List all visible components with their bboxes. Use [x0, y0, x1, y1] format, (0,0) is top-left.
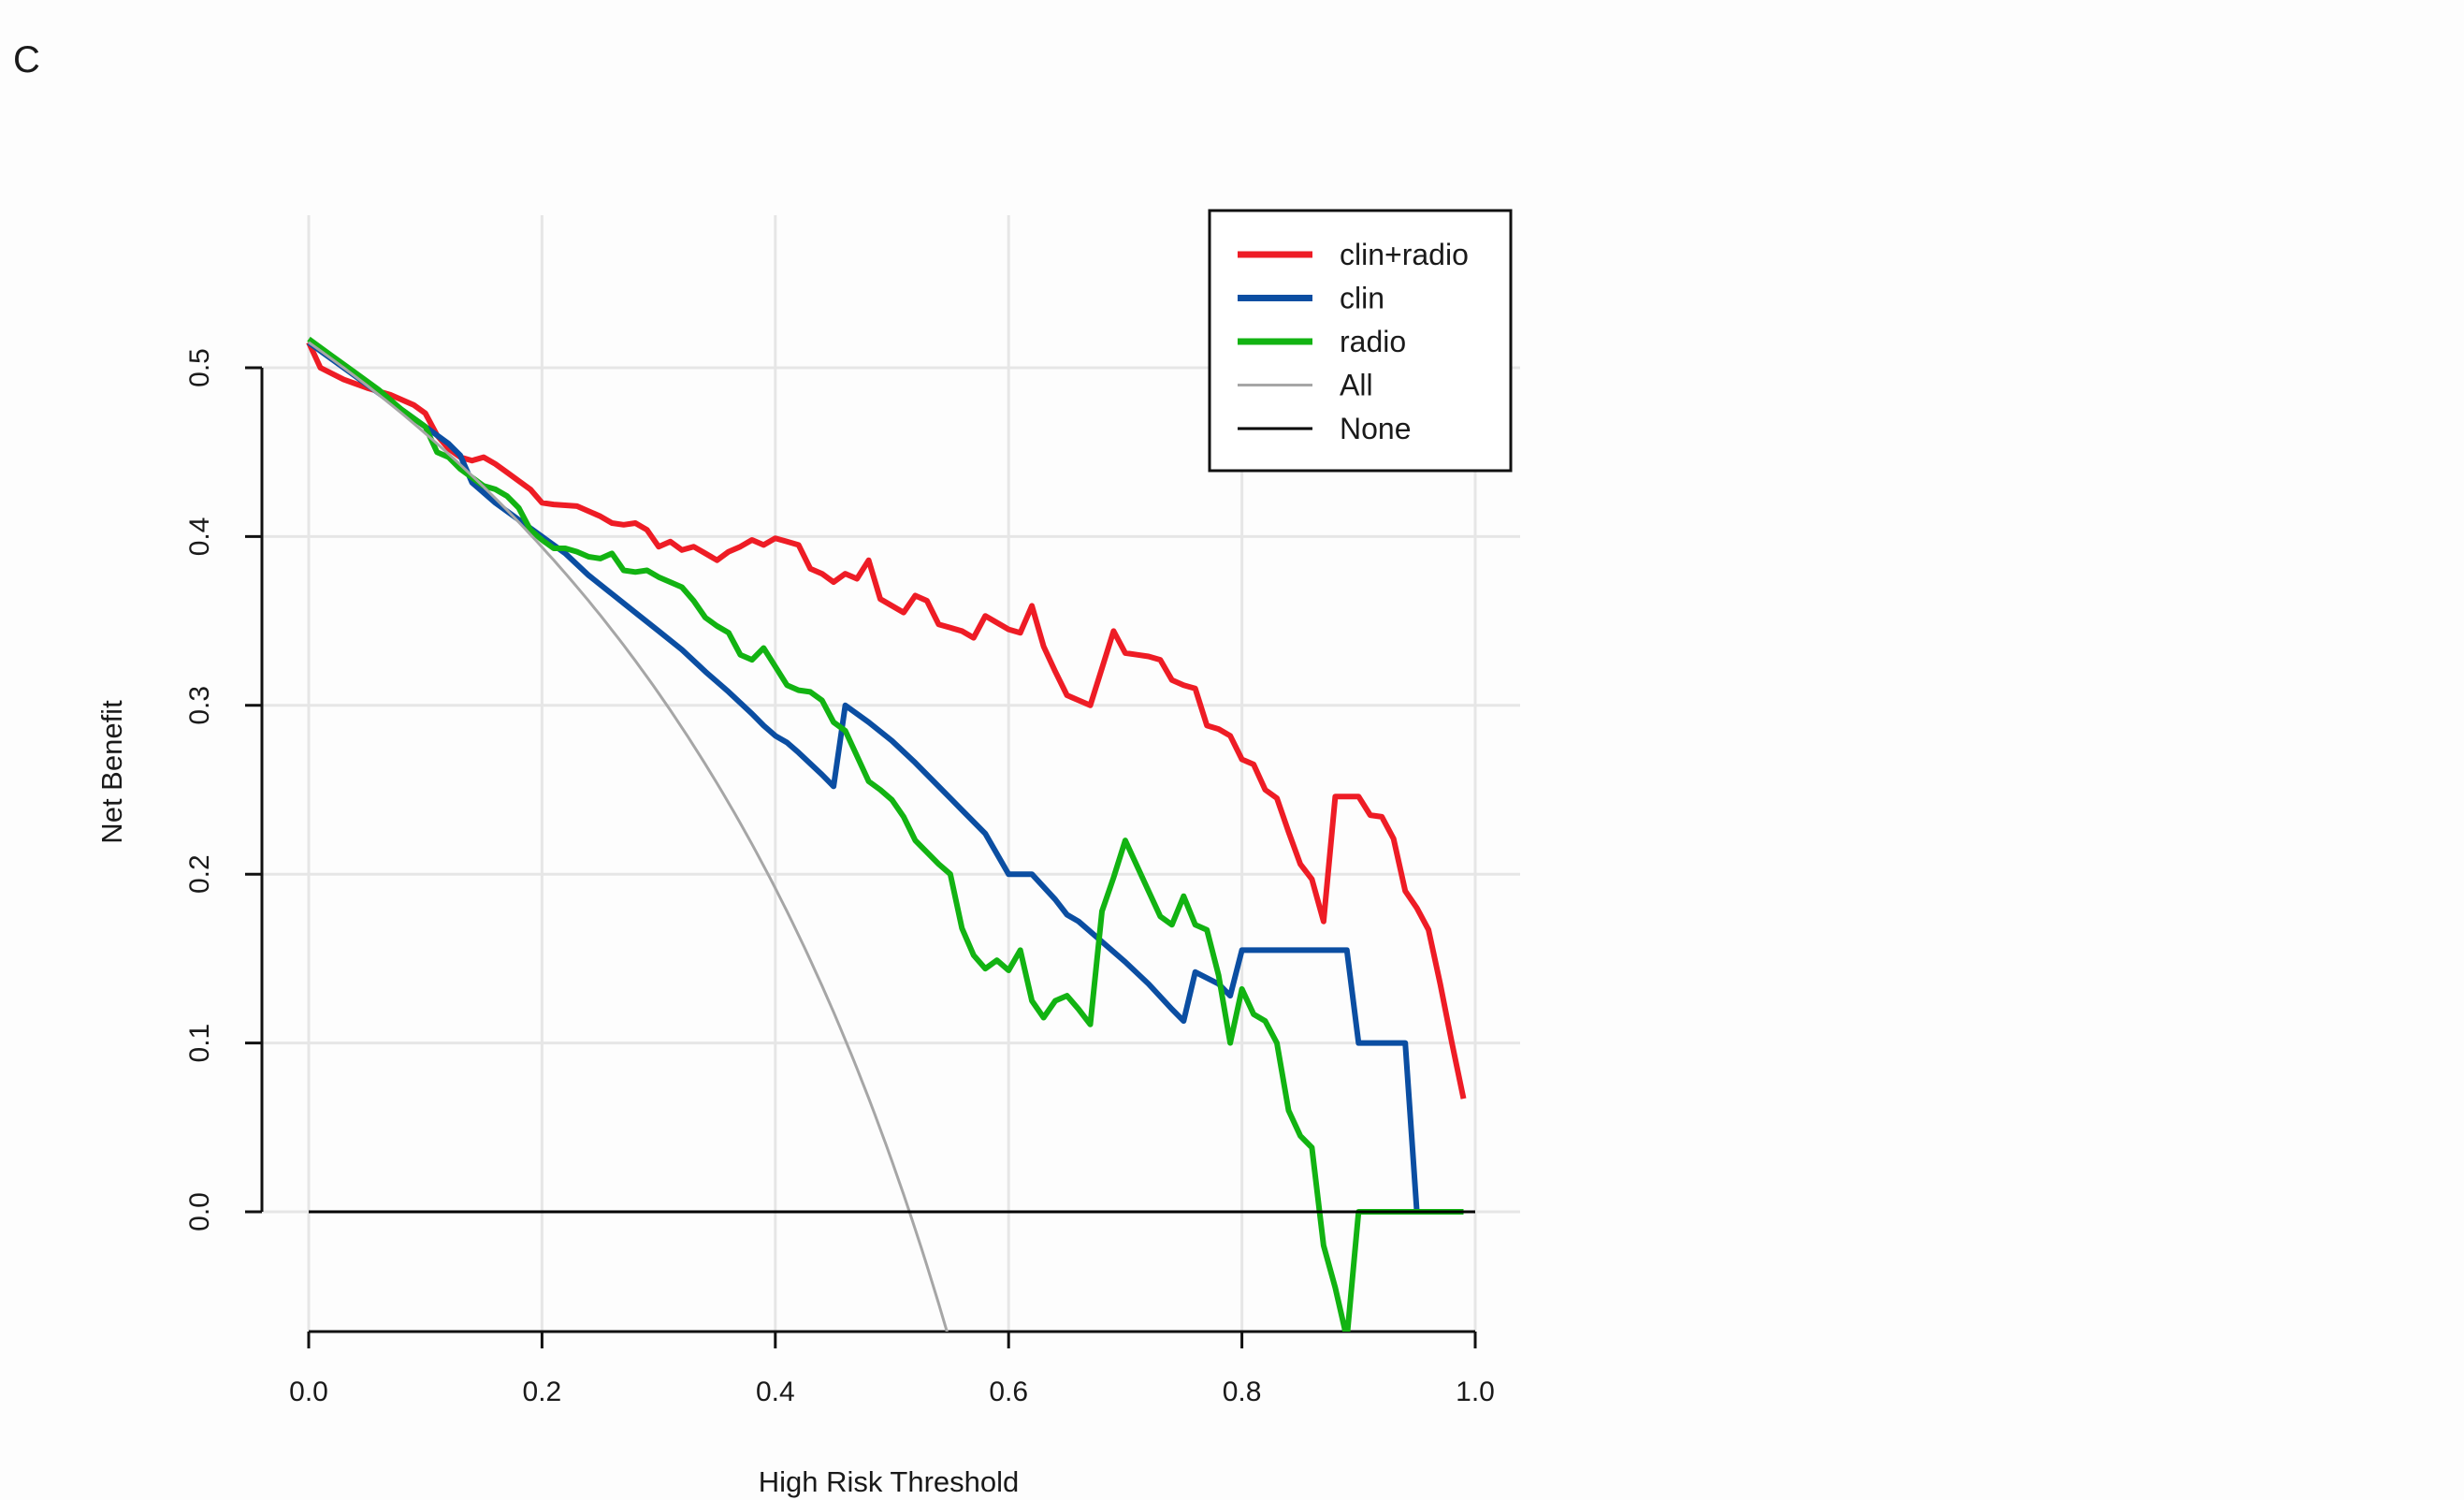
x-tick-label: 0.4 [756, 1376, 795, 1407]
legend-label-all: All [1340, 369, 1373, 402]
x-tick-label: 0.0 [289, 1376, 328, 1407]
x-tick-label: 1.0 [1456, 1376, 1495, 1407]
x-axis-label: High Risk Threshold [759, 1465, 1020, 1498]
grid [260, 215, 1520, 1332]
series-lines [306, 336, 1475, 1332]
legend-label-none: None [1340, 412, 1412, 445]
panel-label: C [13, 39, 40, 80]
series-line-clin-radio [306, 341, 1467, 1100]
y-tick-label: 0.2 [184, 854, 215, 894]
y-tick-label: 0.4 [184, 517, 215, 557]
legend-label-clin-radio: clin+radio [1340, 238, 1469, 271]
series-line-radio [307, 336, 1464, 1332]
legend-label-radio: radio [1340, 325, 1406, 358]
y-tick-label: 0.0 [184, 1192, 215, 1231]
legend: clin+radio clin radio All None [1208, 209, 1513, 473]
y-tick-label: 0.5 [184, 348, 215, 387]
series-line-all [308, 341, 949, 1332]
y-tick-label: 0.1 [184, 1024, 215, 1063]
axes: 0.0 0.1 0.2 0.3 0.4 0.5 0.0 0.2 0.4 0.6 0.8 1.0 [184, 348, 1495, 1407]
series-line-clin [307, 340, 1420, 1213]
y-axis-label: Net Benefit [95, 700, 128, 844]
x-tick-label: 0.8 [1223, 1376, 1262, 1407]
x-tick-label: 0.6 [989, 1376, 1028, 1407]
legend-label-clin: clin [1340, 282, 1384, 315]
x-tick-label: 0.2 [523, 1376, 562, 1407]
y-tick-label: 0.3 [184, 686, 215, 725]
